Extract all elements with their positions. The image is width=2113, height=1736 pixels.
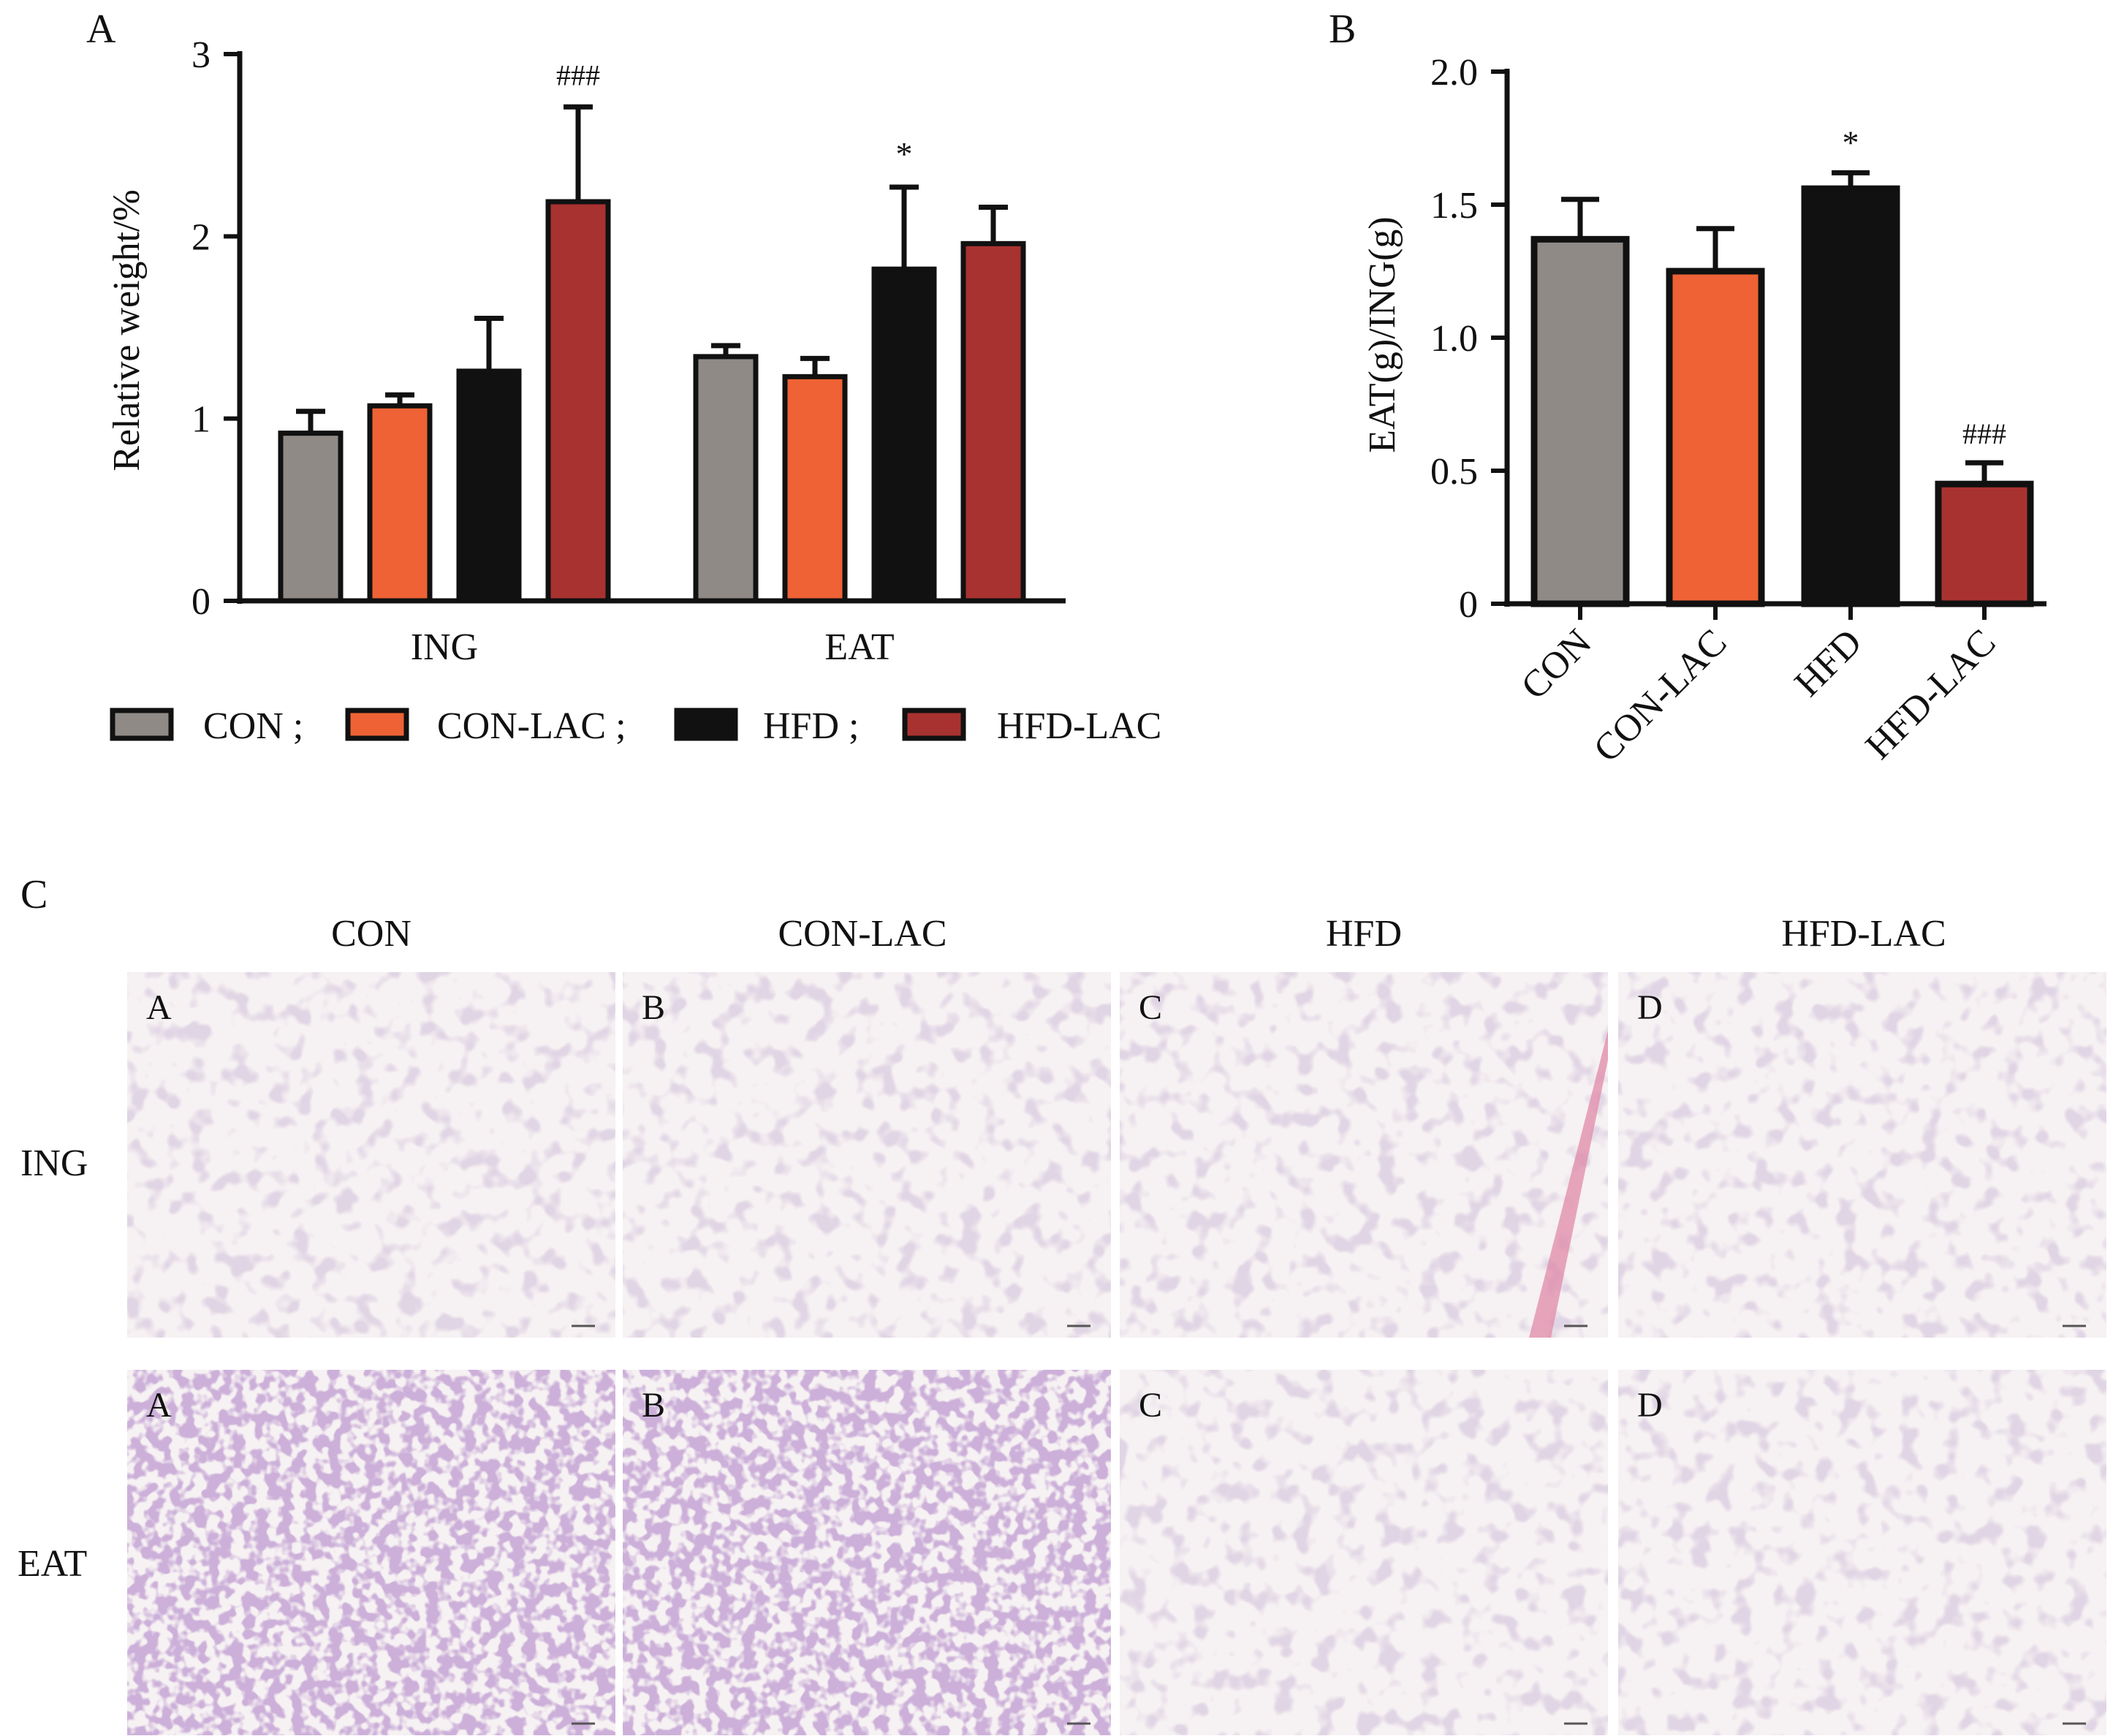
histology-column-con-lac: CON-LAC bbox=[778, 913, 947, 955]
chart-a-significance-label: * bbox=[896, 135, 913, 173]
chart-a-bar-con-lac-ing bbox=[367, 403, 433, 604]
chart-a-x-tick-label-ing: ING bbox=[411, 626, 478, 668]
histology-texture bbox=[1618, 1370, 2106, 1735]
histology-column-hfd: HFD bbox=[1326, 913, 1402, 955]
histology-tile-label: D bbox=[1637, 1386, 1663, 1425]
chart-a-y-tick-label: 2 bbox=[191, 216, 210, 258]
panel-label-b: B bbox=[1329, 7, 1356, 52]
histology-texture bbox=[1120, 972, 1608, 1338]
chart-a-bar-hfd-lac-ing bbox=[545, 199, 611, 604]
histology-tile-label: D bbox=[1637, 988, 1663, 1027]
chart-b-x-tick-label-hfd: HFD bbox=[1787, 621, 1870, 705]
chart-b-significance-label: * bbox=[1843, 124, 1859, 161]
histology-tile-ing-con: A bbox=[127, 972, 615, 1338]
histology-texture bbox=[127, 1370, 615, 1735]
chart-a-bar-con-lac-eat bbox=[782, 374, 848, 604]
chart-a-y-tick-label: 3 bbox=[191, 34, 210, 76]
histology-tile-eat-con: A bbox=[127, 1370, 615, 1735]
chart-a-bar-con-eat bbox=[693, 354, 759, 604]
histology-texture bbox=[623, 972, 1111, 1338]
chart-a-significance-label: ### bbox=[556, 58, 600, 91]
histology-tile-label: B bbox=[642, 988, 665, 1027]
chart-b-x-tick-label-con-lac: CON-LAC bbox=[1586, 621, 1735, 770]
chart-b-bar-con bbox=[1530, 235, 1630, 607]
chart-b-bar-hfd-lac bbox=[1935, 480, 2034, 607]
chart-b-x-tick-label-con: CON bbox=[1514, 621, 1600, 708]
chart-a-bar-hfd-eat bbox=[871, 266, 937, 604]
chart-a-y-axis-label: Relative weight/% bbox=[106, 189, 148, 471]
histology-tile-ing-con-lac: B bbox=[623, 972, 1111, 1338]
legend-swatch-con-lac bbox=[345, 708, 409, 741]
chart-a-bar-con-ing bbox=[278, 431, 344, 604]
legend-label-con: CON ; bbox=[203, 705, 303, 747]
legend-swatch-hfd bbox=[674, 708, 738, 741]
chart-b-x-tick-label-hfd-lac: HFD-LAC bbox=[1858, 621, 2004, 767]
histology-tile-ing-hfd-lac: D bbox=[1618, 972, 2106, 1338]
chart-b-y-axis-label: EAT(g)/ING(g) bbox=[1362, 216, 1403, 452]
histology-row-ing: ING bbox=[20, 1142, 88, 1184]
chart-a-x-tick-label-eat: EAT bbox=[824, 626, 894, 668]
histology-texture bbox=[1618, 972, 2106, 1338]
legend-label-con-lac: CON-LAC ; bbox=[437, 705, 626, 747]
histology-grid: A B C D A B C D bbox=[127, 972, 2106, 1735]
chart-b-y-tick-label: 2.0 bbox=[1430, 52, 1478, 94]
histology-tile-label: A bbox=[146, 1386, 172, 1425]
legend: CON ; CON-LAC ; HFD ; HFD-LAC bbox=[110, 705, 1161, 747]
chart-b-significance-label: ### bbox=[1962, 417, 2006, 450]
chart-b-y-tick-label: 1.5 bbox=[1430, 185, 1478, 227]
chart-a: 0 1 2 3 ING ### EAT * bbox=[191, 34, 1066, 668]
histology-tile-eat-hfd: C bbox=[1120, 1370, 1608, 1735]
histology-tile-label: A bbox=[146, 988, 172, 1027]
legend-swatch-con bbox=[110, 708, 174, 741]
histology-tile-eat-con-lac: B bbox=[623, 1370, 1111, 1735]
chart-a-bar-hfd-ing bbox=[456, 368, 522, 604]
chart-a-y-tick-label: 1 bbox=[191, 399, 210, 441]
histology-column-con: CON bbox=[331, 913, 411, 955]
histology-vessel bbox=[1529, 1031, 1608, 1338]
chart-b-y-tick-label: 1.0 bbox=[1430, 318, 1478, 360]
histology-tile-label: C bbox=[1139, 988, 1162, 1027]
histology-row-eat: EAT bbox=[18, 1543, 87, 1585]
histology-tile-label: B bbox=[642, 1386, 665, 1425]
legend-label-hfd: HFD ; bbox=[763, 705, 859, 747]
chart-a-bar-hfd-lac-eat bbox=[960, 240, 1026, 604]
chart-b-y-tick-label: 0.5 bbox=[1430, 451, 1478, 493]
histology-tile-eat-hfd-lac: D bbox=[1618, 1370, 2106, 1735]
panel-label-a: A bbox=[86, 7, 116, 52]
chart-a-y-tick-label: 0 bbox=[191, 581, 210, 623]
histology-texture bbox=[127, 972, 615, 1338]
histology-tile-ing-hfd: C bbox=[1120, 972, 1608, 1338]
histology-column-hfd-lac: HFD-LAC bbox=[1781, 913, 1946, 955]
legend-swatch-hfd-lac bbox=[902, 708, 966, 741]
histology-texture bbox=[623, 1370, 1111, 1735]
histology-tile-label: C bbox=[1139, 1386, 1162, 1425]
histology-texture bbox=[1120, 1370, 1608, 1735]
panel-label-c: C bbox=[20, 872, 48, 917]
chart-b-bar-con-lac bbox=[1666, 268, 1765, 607]
chart-b-y-tick-label: 0 bbox=[1459, 584, 1478, 626]
legend-label-hfd-lac: HFD-LAC bbox=[997, 705, 1161, 747]
chart-b-bar-hfd bbox=[1801, 185, 1900, 607]
